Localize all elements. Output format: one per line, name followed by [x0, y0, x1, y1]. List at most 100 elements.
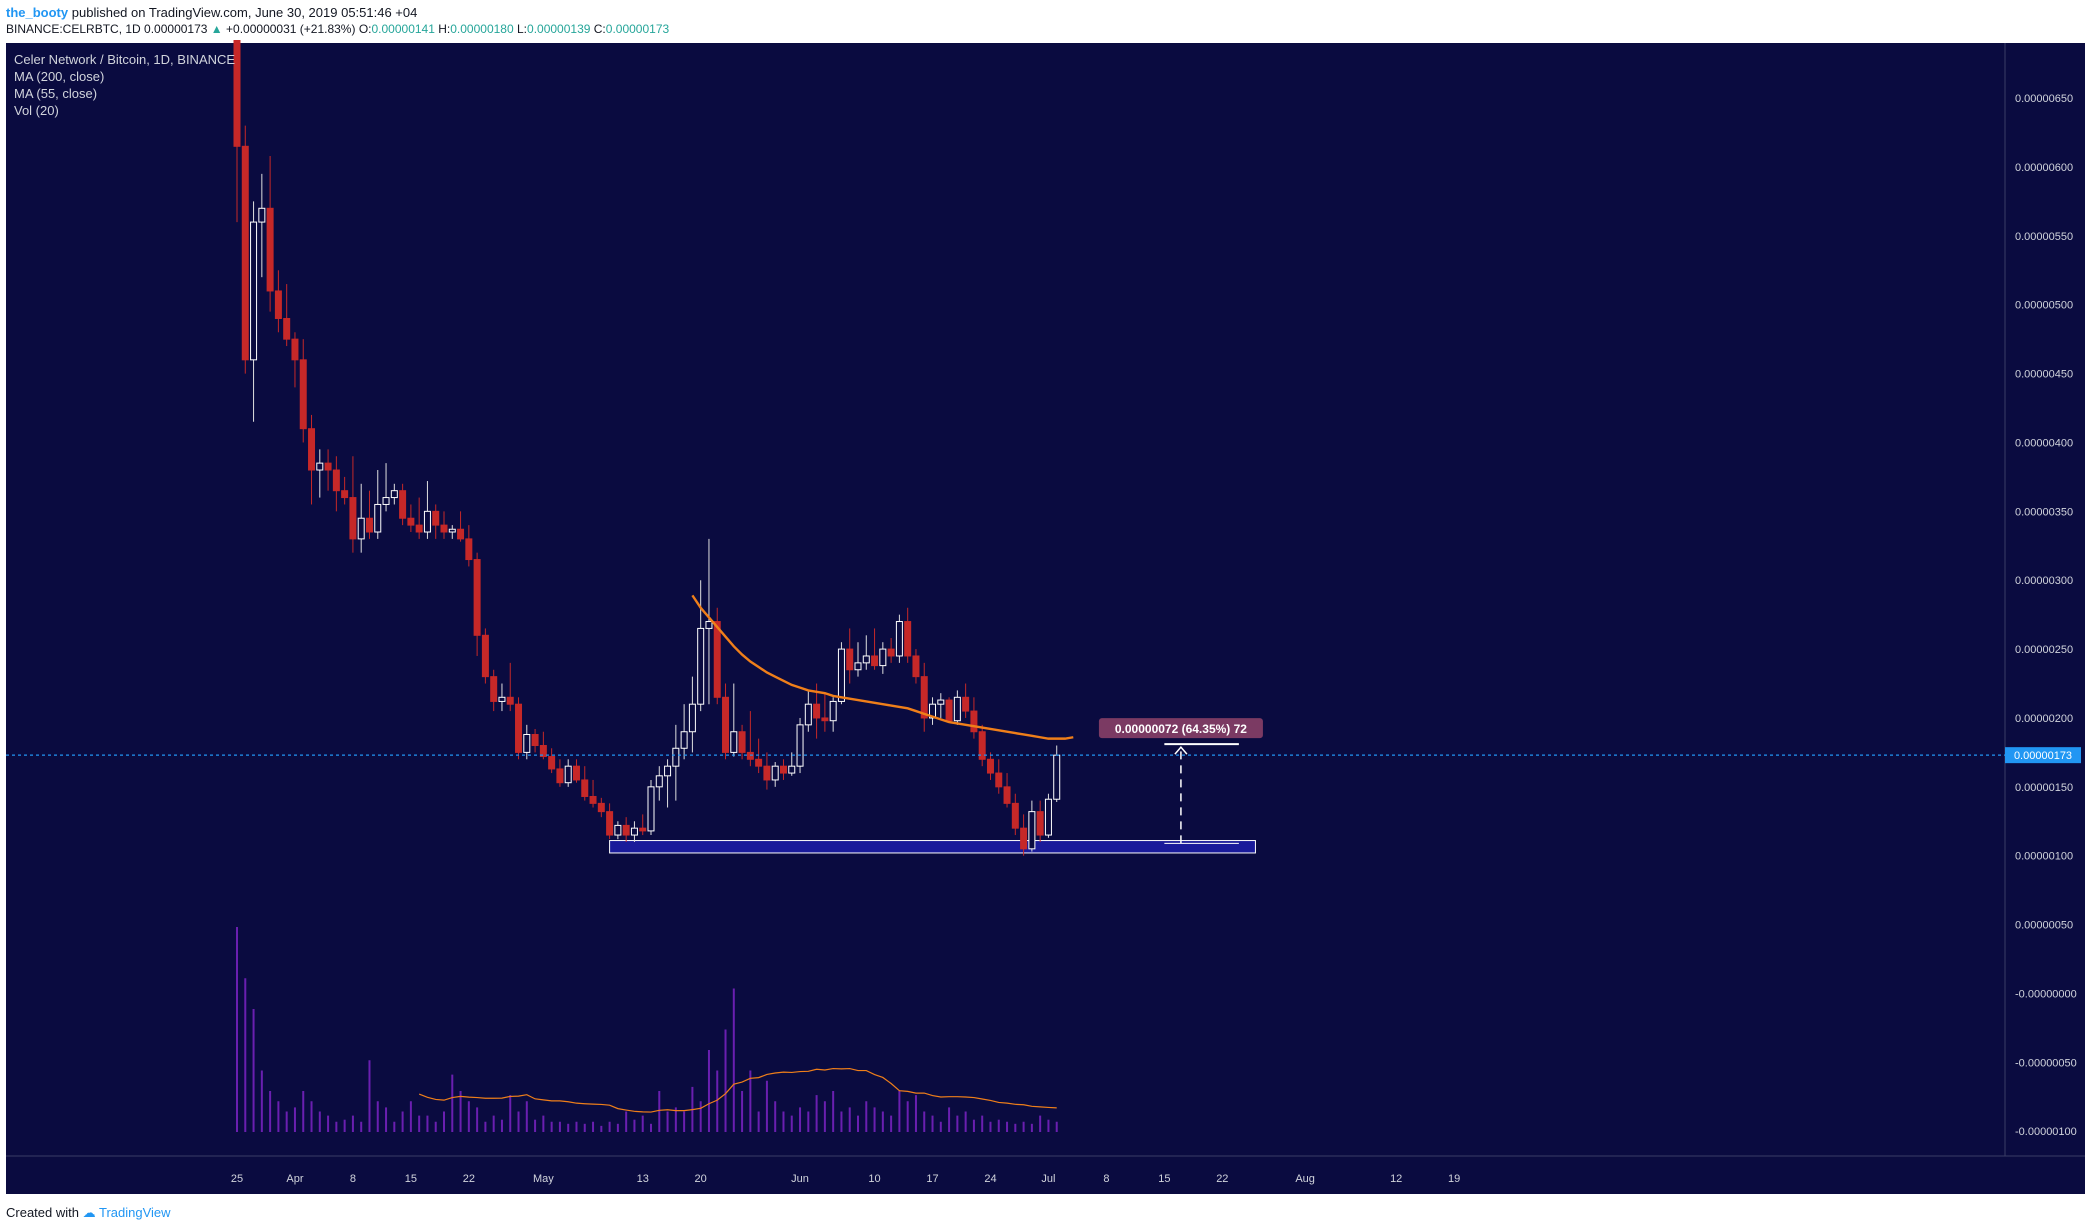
candle	[854, 642, 862, 677]
candle	[1003, 773, 1011, 808]
volume-bar	[343, 1119, 346, 1132]
volume-bar	[567, 1123, 570, 1132]
volume-bar	[782, 1111, 785, 1132]
time-axis-background	[6, 1156, 2085, 1194]
candle	[614, 821, 622, 840]
candle	[531, 728, 539, 753]
candle	[241, 125, 249, 374]
candle	[233, 40, 241, 223]
candle	[515, 697, 523, 760]
candle	[390, 483, 398, 505]
volume-ma-line	[418, 1067, 1057, 1113]
candle-body	[821, 717, 829, 722]
volume-bar	[484, 1121, 487, 1132]
candle-body	[970, 710, 978, 733]
candle-body	[440, 524, 448, 533]
candle	[622, 817, 630, 842]
candle-body	[382, 497, 390, 505]
volume-bar	[707, 1050, 710, 1132]
candle	[324, 449, 332, 491]
candle	[746, 711, 754, 767]
candle-body	[895, 621, 903, 657]
candle	[879, 642, 887, 674]
candle-body	[1028, 811, 1036, 850]
candle-body	[415, 524, 423, 533]
price-chart[interactable]: 0.00000173 0.00000072 (64.35%) 72 0.0000…	[0, 40, 2091, 1200]
candle-body	[250, 221, 258, 361]
volume-bar	[459, 1091, 462, 1132]
candle-body	[647, 786, 655, 832]
close-value: 0.00000173	[605, 22, 670, 36]
candle-body	[432, 510, 440, 526]
legend-ma55[interactable]: MA (55, close)	[14, 86, 97, 101]
candle	[1020, 814, 1028, 856]
candle-body	[597, 802, 605, 813]
candle	[796, 717, 804, 774]
candle-body	[680, 731, 688, 749]
author-link[interactable]: the_booty	[6, 5, 69, 20]
tradingview-logo-icon[interactable]: ☁	[82, 1205, 96, 1220]
publish-line: the_booty published on TradingView.com, …	[6, 5, 417, 20]
ma55-line	[691, 594, 1074, 740]
x-tick-label: 17	[926, 1173, 938, 1185]
volume-bar	[865, 1101, 868, 1132]
x-tick-label: 20	[695, 1173, 707, 1185]
candle-body	[912, 655, 920, 678]
candle-body	[1053, 754, 1061, 800]
tradingview-brand-link[interactable]: TradingView	[99, 1205, 171, 1220]
candle-body	[630, 827, 638, 836]
candle-body	[407, 517, 415, 526]
candle	[448, 525, 456, 539]
ma55-layer	[691, 594, 1074, 740]
y-tick-label: 0.00000600	[2015, 162, 2073, 174]
candle	[481, 628, 489, 684]
volume-bar	[674, 1107, 677, 1132]
volume-bar	[848, 1107, 851, 1132]
volume-bar	[1030, 1123, 1033, 1132]
candle	[970, 697, 978, 739]
volume-bar	[832, 1091, 835, 1132]
volume-bar	[525, 1101, 528, 1132]
volume-bar	[699, 1101, 702, 1132]
symbol-label: BINANCE:CELRBTC, 1D	[6, 22, 141, 36]
candle-body	[564, 765, 572, 784]
legend-ma200[interactable]: MA (200, close)	[14, 69, 104, 84]
volume-bar	[890, 1115, 893, 1132]
candle-body	[399, 490, 407, 519]
candle-body	[1044, 798, 1052, 836]
candle-body	[953, 696, 961, 722]
candle-body	[755, 758, 763, 767]
volume-bar	[575, 1121, 578, 1132]
volume-bar	[641, 1115, 644, 1132]
volume-bar	[625, 1111, 628, 1132]
candle-body	[937, 699, 945, 705]
candle-body	[763, 765, 771, 781]
candle	[457, 511, 465, 542]
candle-body	[829, 700, 837, 722]
volume-bar	[964, 1111, 967, 1132]
change-arrow-icon: ▲	[210, 22, 223, 36]
high-label: H:	[438, 22, 451, 36]
candle	[407, 504, 415, 533]
publish-info: published on TradingView.com, June 30, 2…	[71, 5, 418, 20]
volume-bar	[393, 1121, 396, 1132]
price-axis-background	[2005, 43, 2085, 1156]
y-tick-label: 0.00000650	[2015, 93, 2073, 105]
x-tick-label: 8	[1103, 1173, 1109, 1185]
x-tick-label: May	[533, 1173, 554, 1185]
candle-body	[697, 627, 705, 705]
candle	[291, 332, 299, 388]
candle	[871, 628, 879, 670]
legend-vol[interactable]: Vol (20)	[14, 103, 59, 118]
candle-body	[283, 317, 291, 340]
candle-body	[357, 517, 365, 540]
volume-bar	[451, 1074, 454, 1132]
candle	[655, 766, 663, 801]
candle-body	[879, 648, 887, 667]
y-tick-label: 0.00000400	[2015, 437, 2073, 449]
candle	[755, 738, 763, 774]
volume-bar	[741, 1091, 744, 1132]
candle	[895, 614, 903, 663]
candle-body	[713, 621, 721, 698]
candle	[523, 724, 531, 760]
